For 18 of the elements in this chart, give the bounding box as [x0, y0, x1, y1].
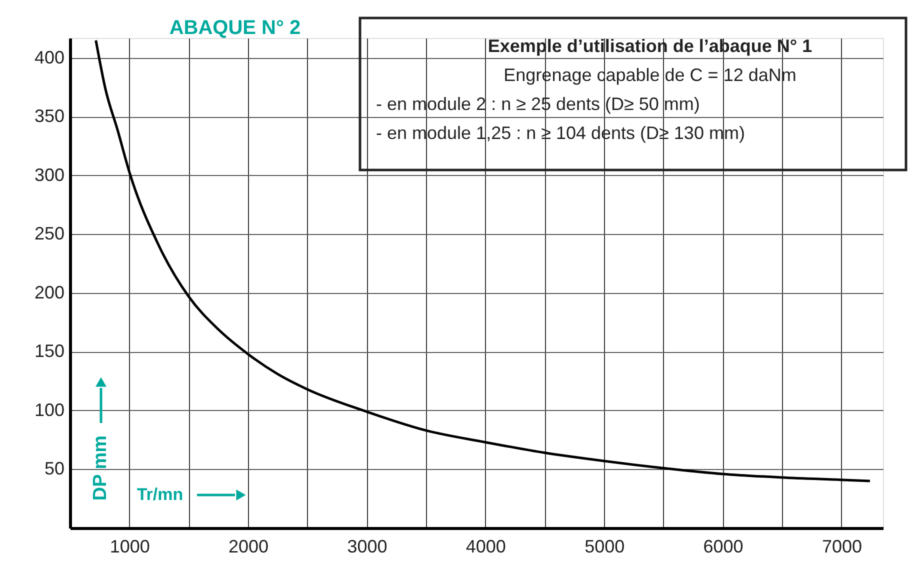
y-tick-label: 250: [34, 224, 64, 244]
chart-title: ABAQUE N° 2: [169, 17, 301, 39]
x-tick-label: 3000: [347, 536, 388, 556]
x-tick-label: 2000: [228, 536, 269, 556]
x-axis-title: Tr/mn: [136, 485, 184, 504]
y-axis-title: DP mm: [90, 435, 111, 501]
x-tick-label: 4000: [466, 536, 506, 556]
y-tick-label: 300: [34, 164, 64, 185]
x-tick-label: 7000: [822, 536, 862, 556]
y-tick-label: 200: [34, 282, 64, 302]
x-tick-label: 5000: [584, 536, 625, 556]
y-tick-label: 350: [34, 106, 64, 126]
x-tick-label: 6000: [703, 536, 744, 556]
y-tick-label: 150: [34, 341, 64, 362]
x-tick-label: 1000: [110, 536, 150, 556]
y-tick-label: 400: [34, 47, 64, 68]
y-tick-label: 50: [44, 458, 64, 479]
y-tick-label: 100: [34, 400, 64, 420]
